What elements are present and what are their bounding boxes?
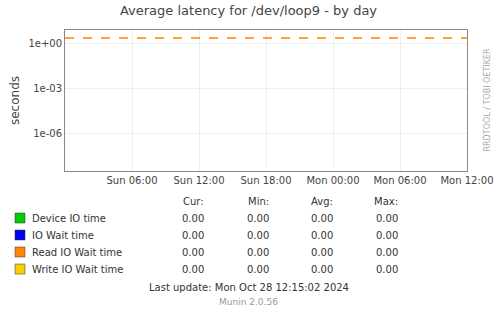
- svg-text:Sun 06:00: Sun 06:00: [106, 175, 157, 186]
- svg-text:1e-06: 1e-06: [33, 128, 62, 139]
- svg-text:Sun 12:00: Sun 12:00: [173, 175, 224, 186]
- svg-text:Last update: Mon Oct 28 12:15:: Last update: Mon Oct 28 12:15:02 2024: [149, 282, 349, 293]
- svg-text:IO Wait time: IO Wait time: [32, 230, 94, 241]
- svg-text:0.00: 0.00: [376, 247, 398, 258]
- svg-text:0.00: 0.00: [247, 213, 269, 224]
- svg-text:Average latency for /dev/loop9: Average latency for /dev/loop9 - by day: [120, 3, 377, 18]
- svg-text:0.00: 0.00: [311, 247, 333, 258]
- svg-text:Device IO time: Device IO time: [32, 213, 106, 224]
- svg-text:RRDTOOL / TOBI OETIKER: RRDTOOL / TOBI OETIKER: [483, 48, 492, 151]
- svg-text:Write IO Wait time: Write IO Wait time: [32, 264, 123, 275]
- svg-text:Mon 06:00: Mon 06:00: [373, 175, 426, 186]
- svg-text:0.00: 0.00: [182, 230, 204, 241]
- svg-text:0.00: 0.00: [247, 247, 269, 258]
- svg-text:0.00: 0.00: [376, 264, 398, 275]
- svg-text:0.00: 0.00: [182, 264, 204, 275]
- svg-text:1e+00: 1e+00: [28, 38, 62, 49]
- svg-text:Cur:: Cur:: [183, 196, 204, 207]
- svg-text:seconds: seconds: [8, 76, 22, 125]
- svg-text:Munin 2.0.56: Munin 2.0.56: [219, 297, 278, 307]
- svg-text:0.00: 0.00: [247, 230, 269, 241]
- svg-text:0.00: 0.00: [376, 213, 398, 224]
- svg-text:Max:: Max:: [374, 196, 398, 207]
- svg-text:Min:: Min:: [248, 196, 269, 207]
- svg-text:Mon 00:00: Mon 00:00: [306, 175, 359, 186]
- svg-text:1e-03: 1e-03: [33, 83, 62, 94]
- svg-text:0.00: 0.00: [311, 213, 333, 224]
- svg-text:Avg:: Avg:: [311, 196, 333, 207]
- svg-text:0.00: 0.00: [247, 264, 269, 275]
- svg-text:0.00: 0.00: [311, 264, 333, 275]
- svg-text:Sun 18:00: Sun 18:00: [240, 175, 291, 186]
- svg-text:0.00: 0.00: [182, 247, 204, 258]
- svg-text:Mon 12:00: Mon 12:00: [440, 175, 493, 186]
- svg-text:0.00: 0.00: [182, 213, 204, 224]
- svg-text:0.00: 0.00: [376, 230, 398, 241]
- svg-text:0.00: 0.00: [311, 230, 333, 241]
- svg-text:Read IO Wait time: Read IO Wait time: [32, 247, 122, 258]
